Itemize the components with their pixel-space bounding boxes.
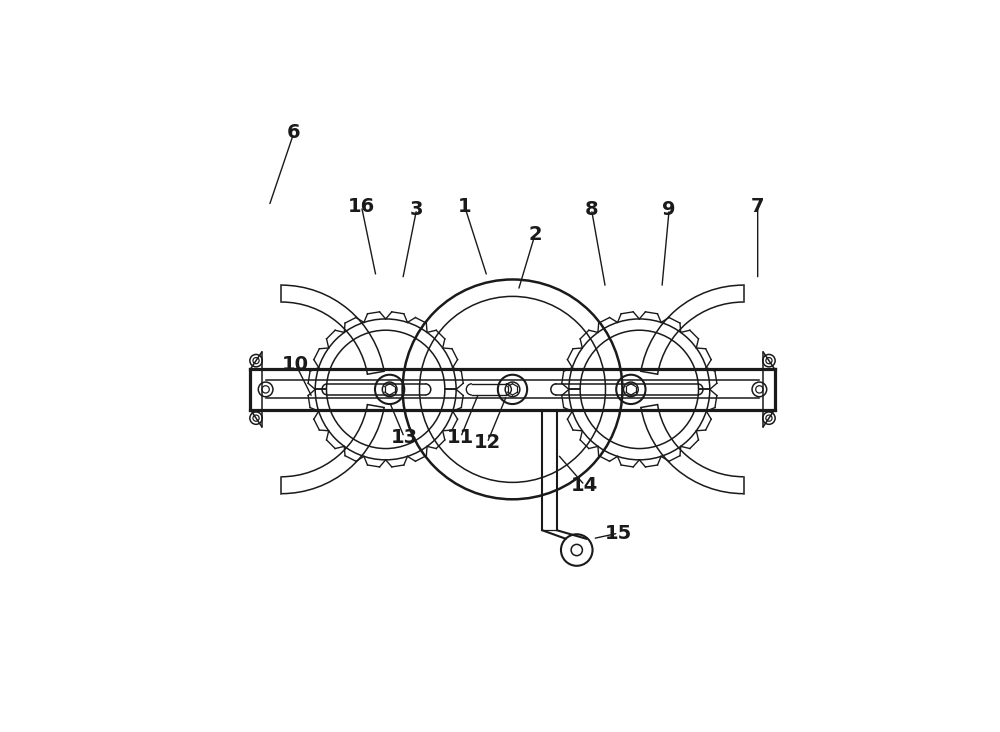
Text: 16: 16 <box>348 197 375 216</box>
Text: 9: 9 <box>662 200 676 219</box>
Text: 10: 10 <box>282 354 309 373</box>
Text: 6: 6 <box>287 124 301 143</box>
Text: 3: 3 <box>410 200 423 219</box>
Text: 13: 13 <box>391 427 418 447</box>
Text: 14: 14 <box>571 476 598 495</box>
Text: 8: 8 <box>585 200 598 219</box>
Text: 11: 11 <box>447 427 474 447</box>
Text: 15: 15 <box>605 523 632 542</box>
Text: 12: 12 <box>474 433 501 452</box>
Text: 2: 2 <box>528 225 542 244</box>
Text: 1: 1 <box>458 197 471 216</box>
Text: 7: 7 <box>751 197 764 216</box>
